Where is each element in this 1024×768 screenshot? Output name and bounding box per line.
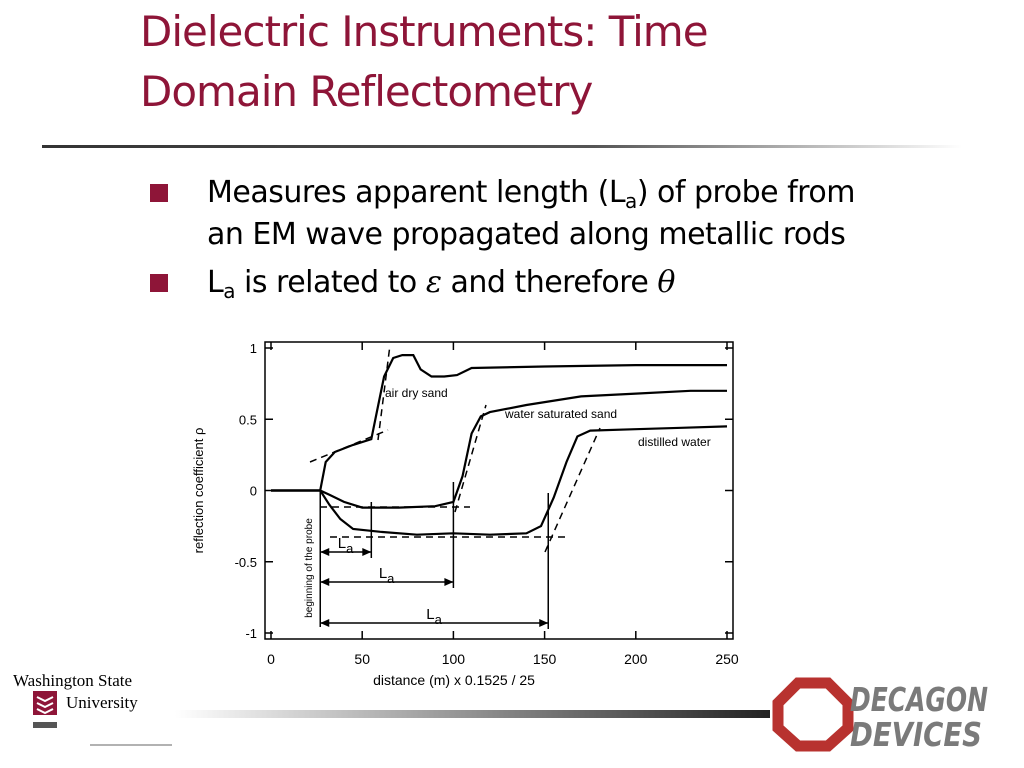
y-tick-label: -1 <box>245 626 257 641</box>
x-tick-label: 150 <box>533 651 557 667</box>
la-text: L <box>338 535 346 552</box>
series-line <box>271 425 728 536</box>
company-text: DECAGON <box>850 680 988 719</box>
logo-icon <box>36 696 54 715</box>
logo-text: University <box>66 693 138 712</box>
probe-label: beginning of the probe <box>304 518 315 618</box>
slide-title: Dielectric Instruments: Time Domain Refl… <box>140 2 709 122</box>
x-tick-label: 100 <box>442 651 466 667</box>
series-line <box>271 389 727 509</box>
x-axis-label: distance (m) x 0.1525 / 25 <box>373 672 535 688</box>
series-label: water saturated sand <box>504 407 617 421</box>
plot-frame <box>264 341 734 640</box>
la-sub: a <box>435 612 443 627</box>
la-text: L <box>426 606 434 623</box>
x-tick-label: 0 <box>267 651 275 667</box>
bullet: Measures apparent length (La) of probe f… <box>150 172 1000 256</box>
bullet-text: ) of probe from <box>636 175 856 210</box>
bullet-text: ε <box>425 265 442 300</box>
bullet-text: L <box>207 265 224 300</box>
title-line: Domain Reflectometry <box>140 67 593 116</box>
logo-text: Washington State <box>13 671 132 690</box>
bullet-text: Measures apparent length (L <box>207 175 626 210</box>
company-icon <box>772 677 854 752</box>
footer-bar <box>175 710 770 718</box>
tangent <box>544 427 601 553</box>
la-label: La <box>426 606 442 627</box>
la-label: La <box>338 535 354 556</box>
bullet-text: a <box>223 279 235 303</box>
bullet-text: θ <box>657 265 675 300</box>
bullet-text: an EM wave propagated along metallic rod… <box>207 217 846 252</box>
y-axis-label: reflection coefficient ρ <box>191 428 206 554</box>
logo-icon <box>33 722 57 728</box>
la-text: L <box>379 565 387 582</box>
y-tick-label: 0.5 <box>239 412 257 427</box>
bullet-text: is related to <box>234 265 426 300</box>
y-tick-label: 1 <box>250 341 257 356</box>
title-line: Dielectric Instruments: Time <box>140 7 709 56</box>
la-label: La <box>379 565 395 586</box>
y-tick-label: -0.5 <box>235 555 257 570</box>
series-label: air dry sand <box>385 386 448 400</box>
title-rule <box>42 145 962 148</box>
x-tick-label: 200 <box>624 651 648 667</box>
bullet-text: and therefore <box>441 265 658 300</box>
x-tick-label: 250 <box>715 651 739 667</box>
bullet-list: Measures apparent length (La) of probe f… <box>150 172 1000 310</box>
bullet: La is related to ε and therefore θ <box>150 262 1000 304</box>
bullet-text: a <box>625 189 637 213</box>
series-label: distilled water <box>638 435 711 449</box>
la-sub: a <box>346 541 354 556</box>
y-tick-label: 0 <box>250 484 257 499</box>
tangent <box>377 344 391 441</box>
x-tick-label: 50 <box>354 651 370 667</box>
series-line <box>271 354 727 492</box>
la-sub: a <box>387 571 395 586</box>
logo-icon <box>33 691 57 715</box>
company-text: DEVICES <box>850 715 982 754</box>
tangent <box>454 404 487 513</box>
